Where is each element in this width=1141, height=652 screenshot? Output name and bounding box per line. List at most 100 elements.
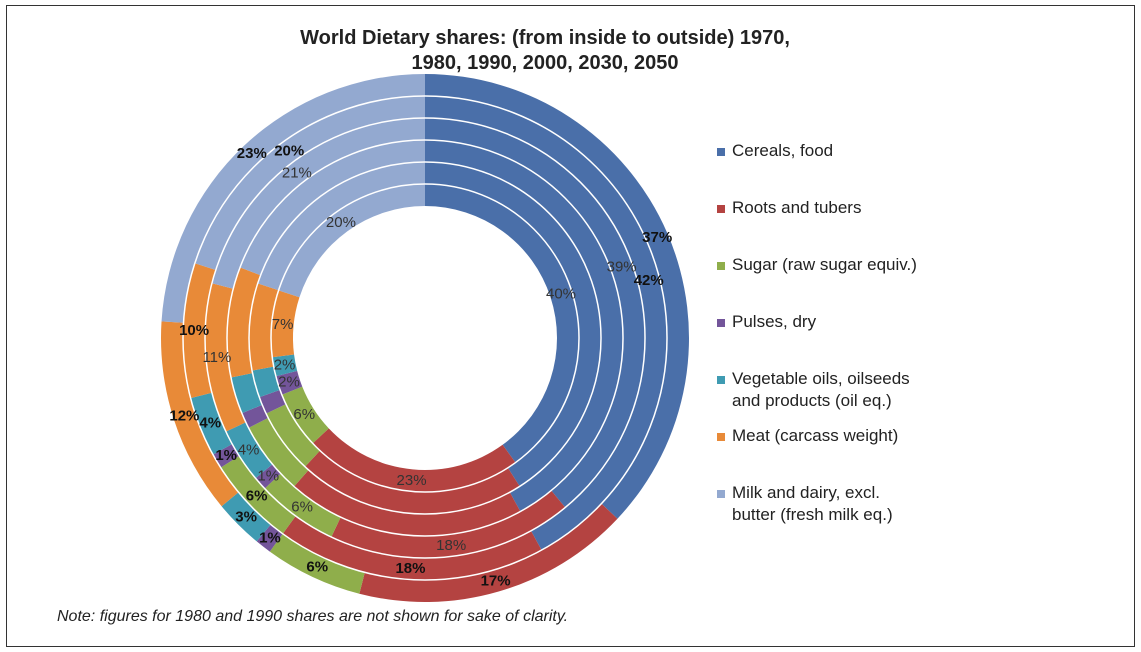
legend-item-pulses-dry: Pulses, dry	[717, 311, 816, 333]
data-label-2030-roots-and-tubers: 18%	[395, 560, 425, 577]
segment-2030-sugar-raw-sugar-equiv	[220, 455, 296, 534]
segment-1970-sugar-raw-sugar-equiv	[281, 386, 329, 444]
segment-1970-milk-and-dairy-excl-butter-fresh-milk-eq	[278, 184, 425, 298]
legend-label: Meat (carcass weight)	[732, 425, 898, 447]
segment-2050-pulses-dry	[256, 524, 283, 552]
legend-item-milk-and-dairy-excl-butter-fresh-milk-eq: Milk and dairy, excl. butter (fresh milk …	[717, 482, 893, 526]
legend-label-line: Cereals, food	[732, 141, 834, 160]
chart-title-line-2: 1980, 1990, 2000, 2030, 2050	[411, 52, 679, 74]
segment-2000-cereals-food	[425, 118, 645, 508]
legend-item-cereals-food: Cereals, food	[717, 140, 833, 162]
data-label-2050-cereals-food: 37%	[642, 229, 672, 246]
segment-1980-vegetable-oils-oilseeds-and-products-oil-eq	[252, 366, 281, 398]
legend-label-line: Vegetable oils, oilseeds	[732, 369, 910, 388]
ring-separator	[270, 183, 580, 493]
segment-2000-milk-and-dairy-excl-butter-fresh-milk-eq	[211, 118, 425, 289]
data-label-2000-meat-carcass-weight: 11%	[202, 349, 231, 366]
chart-title-line-1: World Dietary shares: (from inside to ou…	[300, 27, 790, 49]
segment-2000-vegetable-oils-oilseeds-and-products-oil-eq	[225, 422, 273, 479]
legend-label: Roots and tubers	[732, 197, 861, 219]
legend-label: Cereals, food	[732, 140, 833, 162]
legend-label-line: butter (fresh milk eq.)	[732, 505, 893, 524]
segment-1980-pulses-dry	[259, 389, 286, 414]
segment-1980-sugar-raw-sugar-equiv	[266, 404, 321, 467]
segment-1980-roots-and-tubers	[305, 450, 520, 514]
data-label-2000-roots-and-tubers: 18%	[436, 537, 466, 554]
data-label-2050-milk-and-dairy-excl-butter-fresh-milk-eq: 23%	[237, 145, 267, 162]
legend-swatch	[717, 319, 725, 327]
data-label-2050-roots-and-tubers: 17%	[481, 572, 511, 589]
legend-label: Vegetable oils, oilseeds and products (oi…	[732, 368, 910, 412]
legend-swatch	[717, 205, 725, 213]
segment-2030-roots-and-tubers	[282, 515, 542, 580]
data-label-1970-pulses-dry: 2%	[278, 374, 300, 391]
legend-swatch	[717, 148, 725, 156]
legend-swatch	[717, 433, 725, 441]
segment-1990-milk-and-dairy-excl-butter-fresh-milk-eq	[240, 140, 425, 276]
data-label-2000-sugar-raw-sugar-equiv: 6%	[291, 499, 313, 516]
segment-2050-sugar-raw-sugar-equiv	[269, 533, 365, 594]
segment-2030-meat-carcass-weight	[183, 263, 216, 399]
data-label-2030-sugar-raw-sugar-equiv: 6%	[246, 488, 268, 505]
segment-1970-vegetable-oils-oilseeds-and-products-oil-eq	[272, 354, 298, 377]
data-label-2050-sugar-raw-sugar-equiv: 6%	[306, 558, 328, 575]
segment-1990-roots-and-tubers	[294, 470, 521, 536]
data-label-1970-meat-carcass-weight: 7%	[272, 316, 294, 333]
segment-2050-cereals-food	[425, 74, 690, 519]
segment-1990-pulses-dry	[241, 404, 269, 428]
data-label-1970-sugar-raw-sugar-equiv: 6%	[293, 406, 315, 423]
legend-label: Pulses, dry	[732, 311, 816, 333]
segment-2000-sugar-raw-sugar-equiv	[264, 473, 341, 538]
segment-1990-sugar-raw-sugar-equiv	[248, 417, 309, 487]
data-label-2050-vegetable-oils-oilseeds-and-products-oil-eq: 3%	[235, 508, 257, 525]
chart-title: World Dietary shares: (from inside to ou…	[240, 26, 850, 76]
ring-separator	[182, 95, 668, 581]
chart-note: Note: figures for 1980 and 1990 shares a…	[57, 608, 569, 625]
data-label-2030-pulses-dry: 1%	[215, 447, 237, 464]
segment-2030-pulses-dry	[212, 443, 240, 468]
legend-swatch	[717, 376, 725, 384]
data-label-2000-cereals-food: 39%	[607, 259, 637, 276]
legend-item-vegetable-oils-oilseeds-and-products-oil-eq: Vegetable oils, oilseeds and products (oi…	[717, 368, 910, 412]
segment-1970-roots-and-tubers	[312, 428, 516, 493]
segment-2050-vegetable-oils-oilseeds-and-products-oil-eq	[221, 492, 271, 542]
data-label-1970-roots-and-tubers: 23%	[397, 472, 427, 489]
data-label-2030-milk-and-dairy-excl-butter-fresh-milk-eq: 20%	[274, 143, 304, 160]
legend-label-line: Pulses, dry	[732, 312, 817, 331]
legend-label-line: Meat (carcass weight)	[732, 426, 899, 445]
segment-2000-meat-carcass-weight	[204, 283, 246, 432]
ring-separator	[248, 161, 602, 515]
segment-1980-cereals-food	[425, 162, 601, 487]
legend-label-line: Sugar (raw sugar equiv.)	[732, 255, 917, 274]
ring-separator	[204, 117, 646, 559]
legend-label: Sugar (raw sugar equiv.)	[732, 254, 917, 276]
legend-label-line: Roots and tubers	[732, 198, 862, 217]
data-label-2030-vegetable-oils-oilseeds-and-products-oil-eq: 4%	[199, 415, 221, 432]
segment-2050-milk-and-dairy-excl-butter-fresh-milk-eq	[161, 74, 426, 323]
legend-item-sugar-raw-sugar-equiv: Sugar (raw sugar equiv.)	[717, 254, 917, 276]
data-label-2000-milk-and-dairy-excl-butter-fresh-milk-eq: 21%	[282, 164, 312, 181]
legend-item-meat-carcass-weight: Meat (carcass weight)	[717, 425, 898, 447]
legend-swatch	[717, 490, 725, 498]
segment-2000-pulses-dry	[255, 464, 281, 489]
segment-1990-cereals-food	[425, 140, 623, 512]
segment-2030-cereals-food	[425, 96, 667, 551]
data-label-2030-meat-carcass-weight: 10%	[179, 322, 209, 339]
segment-1990-meat-carcass-weight	[227, 267, 261, 378]
segment-1970-pulses-dry	[275, 370, 303, 395]
legend-label: Milk and dairy, excl. butter (fresh milk …	[732, 482, 893, 526]
segment-2030-milk-and-dairy-excl-butter-fresh-milk-eq	[194, 96, 425, 271]
data-label-2050-meat-carcass-weight: 12%	[169, 408, 199, 425]
data-label-1970-vegetable-oils-oilseeds-and-products-oil-eq: 2%	[274, 356, 296, 373]
segment-2030-vegetable-oils-oilseeds-and-products-oil-eq	[190, 392, 233, 455]
data-label-2000-pulses-dry: 1%	[257, 468, 279, 485]
segment-2050-meat-carcass-weight	[161, 321, 239, 507]
data-label-2000-vegetable-oils-oilseeds-and-products-oil-eq: 4%	[238, 441, 260, 458]
ring-separator	[226, 139, 624, 537]
segment-1970-cereals-food	[425, 184, 579, 463]
segment-1980-milk-and-dairy-excl-butter-fresh-milk-eq	[257, 162, 425, 291]
data-label-1970-milk-and-dairy-excl-butter-fresh-milk-eq: 20%	[326, 214, 356, 231]
legend-label-line: and products (oil eq.)	[732, 391, 892, 410]
legend-label-line: Milk and dairy, excl.	[732, 483, 881, 502]
